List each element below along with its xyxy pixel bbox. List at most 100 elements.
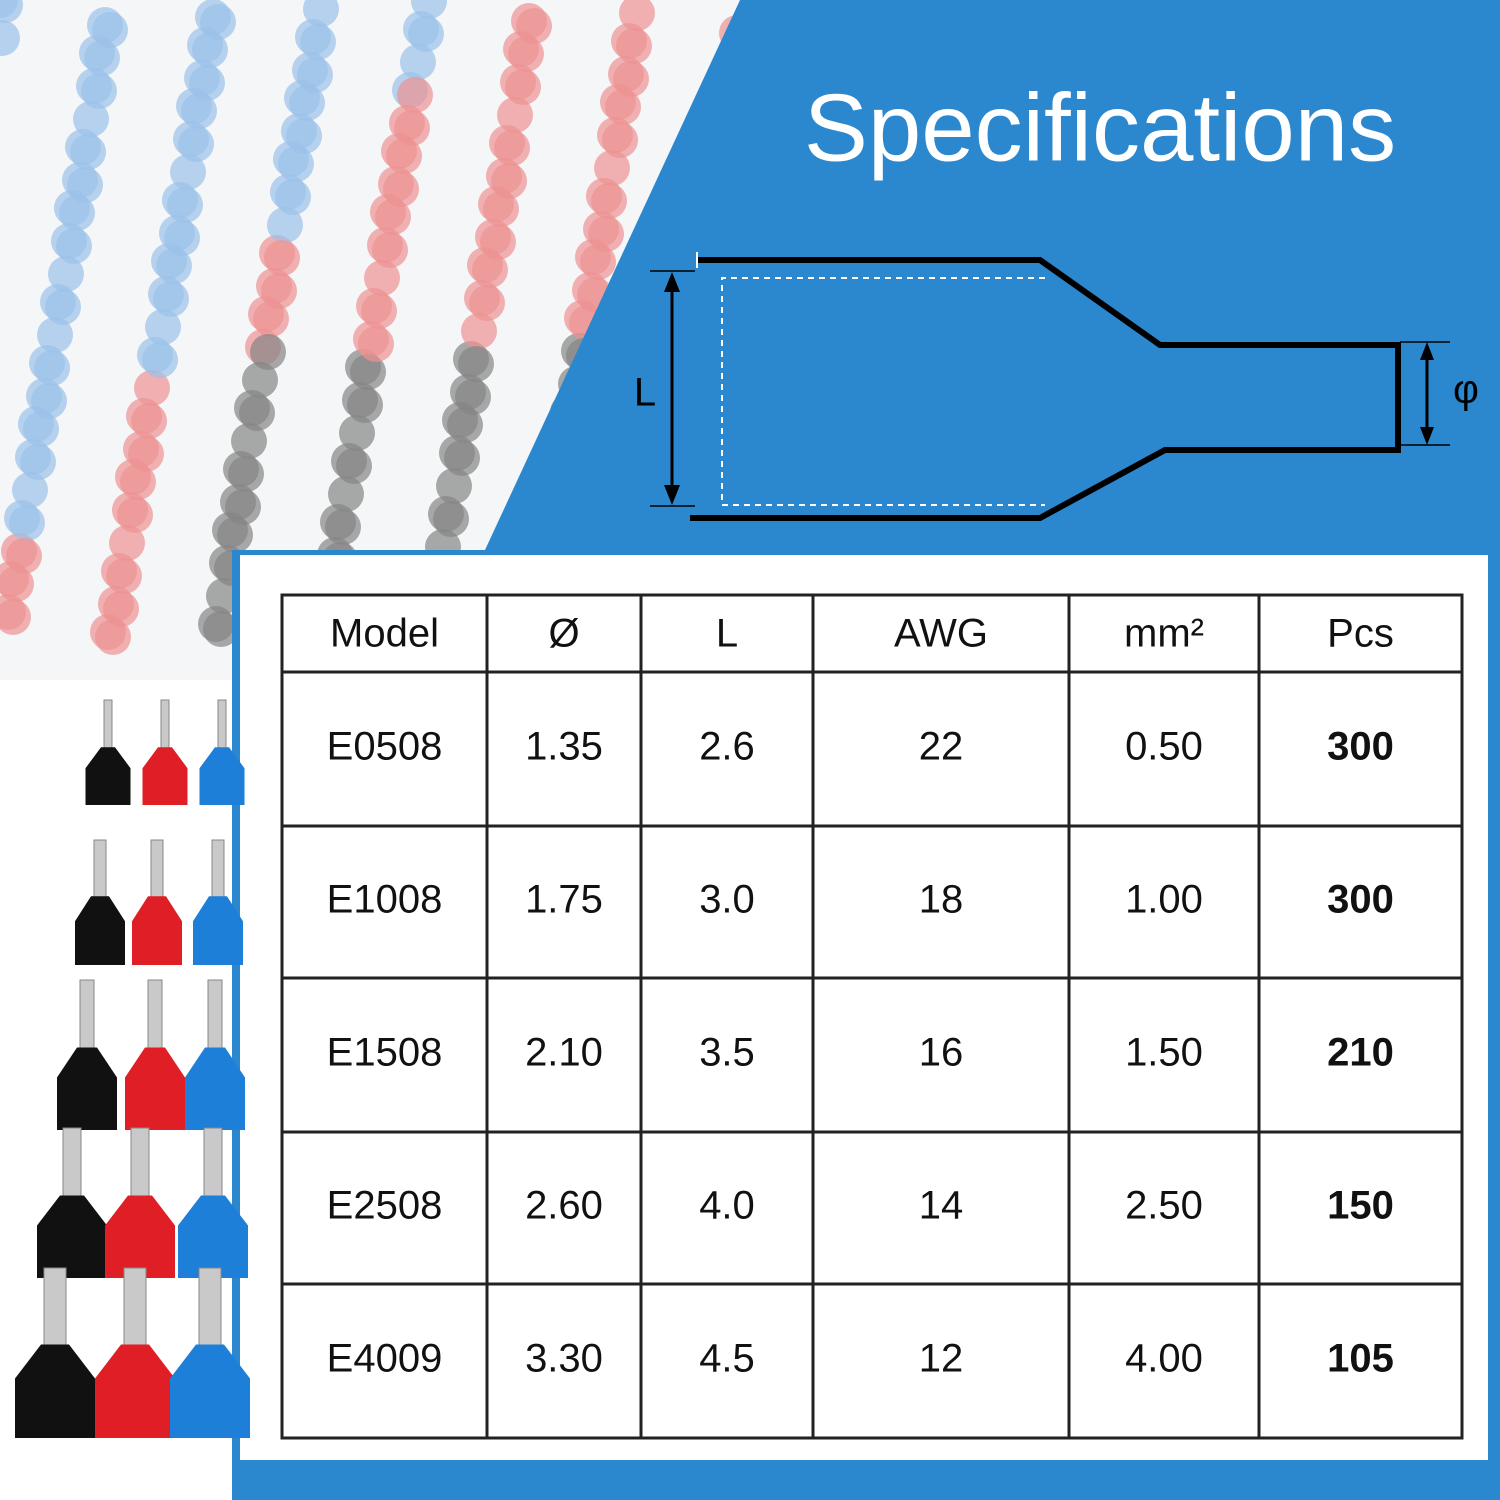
table-cell: 3.0 (699, 878, 755, 922)
ferrule-blob (37, 317, 73, 353)
ferrule-blob (148, 276, 184, 312)
ferrule-blob (156, 248, 192, 284)
spec-table: Model Ø L AWG mm² Pcs E0508 1.35 2.6 22 0.50 300 E10… (280, 593, 1464, 1440)
ferrule-blob (467, 247, 503, 283)
ferrule-sleeve (57, 1047, 117, 1130)
ferrule-blob (375, 199, 411, 235)
ferrule-blob (0, 566, 34, 602)
table-cell: E4009 (327, 1337, 443, 1381)
table-border (280, 593, 1464, 1440)
ferrule-blob (275, 179, 311, 215)
ferrule-blob (81, 73, 117, 109)
table-cell: 1.50 (1125, 1031, 1203, 1075)
column-header: mm² (1124, 612, 1204, 656)
ferrule-blob (353, 321, 389, 357)
ferrule-blob (411, 0, 447, 19)
ferrule-blob (284, 80, 320, 116)
ferrule-blob (87, 7, 123, 43)
ferrule-sleeve (125, 1047, 185, 1130)
ferrule-blob (65, 129, 101, 165)
ferrule-sleeve (37, 1195, 107, 1278)
ferrule-blob (0, 561, 29, 597)
ferrule-blob (611, 23, 647, 59)
ferrule-blob (303, 0, 339, 27)
ferrule-blob (286, 118, 322, 154)
ferrule-blob (436, 468, 472, 504)
table-cell: 4.00 (1125, 1337, 1203, 1381)
table-cell: 1.35 (525, 725, 603, 769)
column-header: L (716, 612, 738, 656)
ferrule-blob (123, 431, 159, 467)
ferrule-tube (211, 839, 225, 903)
ferrule-blob (15, 439, 51, 475)
ferrule-blob (142, 342, 178, 378)
ferrule-blob (242, 362, 278, 398)
ferrule-blob (40, 284, 76, 320)
ferrule-tube (160, 699, 170, 753)
ferrule-blob (92, 12, 128, 48)
ferrule-sleeve (193, 896, 243, 965)
ferrule-tube (198, 1267, 222, 1354)
ferrule-blob (167, 187, 203, 223)
ferrule-blob (616, 28, 652, 64)
ferrule-blob (187, 27, 223, 63)
ferrule-blob (403, 11, 439, 47)
ferrule-blob (117, 497, 153, 533)
ferrule-blob (480, 224, 516, 260)
ferrule-blob (98, 586, 134, 622)
table-cell: 2.10 (525, 1031, 603, 1075)
ferrule-blob (572, 272, 608, 308)
ferrule-blob (580, 244, 616, 280)
ferrule-blob (336, 448, 372, 484)
ferrule-blob (0, 0, 18, 18)
ferrule-blob (54, 190, 90, 226)
ferrule-blob (217, 517, 253, 553)
ferrule-blob (325, 509, 361, 545)
ferrule-blob (76, 68, 112, 104)
ferrule-blob (170, 154, 206, 190)
ferrule-blob (428, 496, 464, 532)
ferrule-blob (198, 606, 234, 642)
ferrule-blob (231, 423, 267, 459)
ferrule-blob (400, 44, 436, 80)
ferrule-sleeve (142, 747, 188, 805)
ferrule-blob (56, 228, 92, 264)
ferrule-blob (583, 211, 619, 247)
ferrule-blob (6, 538, 42, 574)
ferrule-blob (358, 326, 394, 362)
ferrule-blob (608, 56, 644, 92)
ferrule-blob (34, 350, 70, 386)
ferrule-tube (130, 1127, 150, 1204)
ferrule-blob (59, 195, 95, 231)
ferrule-blob (586, 178, 622, 214)
ferrule-blob (508, 36, 544, 72)
ferrule-blob (392, 72, 428, 108)
arrow-head (1420, 342, 1434, 360)
ferrule-blob (503, 31, 539, 67)
ferrule-blob (95, 619, 131, 655)
ferrule-blob (469, 285, 505, 321)
arrow-head (664, 272, 680, 292)
table-cell: 4.5 (699, 1337, 755, 1381)
ferrule-blob (26, 378, 62, 414)
ferrule-blob (439, 435, 475, 471)
ferrule-blob (281, 113, 317, 149)
ferrule-sleeve (15, 1344, 95, 1438)
ferrule-blob (128, 436, 164, 472)
ferrule-blob (273, 141, 309, 177)
ferrule-blob (0, 0, 23, 23)
ferrule-blob (475, 219, 511, 255)
ferrule-blob (386, 138, 422, 174)
arrow-head (664, 485, 680, 505)
table-cell: 3.5 (699, 1031, 755, 1075)
ferrule-blob (444, 440, 480, 476)
ferrule-blob (270, 174, 306, 210)
ferrule-blob (328, 476, 364, 512)
ferrule-blob (159, 215, 195, 251)
column-header: Model (330, 612, 439, 656)
ferrule-tube (43, 1267, 67, 1354)
ferrule-blob (67, 167, 103, 203)
ferrule-blob (20, 444, 56, 480)
